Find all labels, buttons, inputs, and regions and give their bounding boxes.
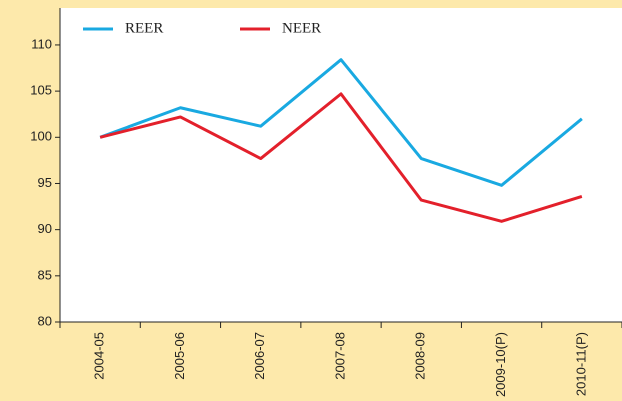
y-tick-label: 90 bbox=[38, 221, 52, 236]
x-tick-label: 2006-07 bbox=[252, 332, 267, 380]
y-tick-label: 110 bbox=[31, 36, 52, 51]
legend-label: NEER bbox=[282, 20, 321, 36]
plot-area bbox=[60, 8, 622, 322]
y-tick-label: 105 bbox=[30, 83, 52, 98]
y-tick-label: 95 bbox=[38, 175, 52, 190]
x-tick-label: 2008-09 bbox=[413, 332, 428, 380]
legend-label: REER bbox=[125, 20, 163, 36]
series-line bbox=[99, 58, 583, 187]
y-tick-label: 100 bbox=[30, 129, 52, 144]
y-tick-label: 80 bbox=[38, 313, 52, 328]
x-tick-label: 2005-06 bbox=[172, 332, 187, 380]
x-tick-label: 2007-08 bbox=[332, 332, 347, 380]
x-tick-label: 2009-10(P) bbox=[493, 332, 508, 397]
x-tick-label: 2004-05 bbox=[92, 332, 107, 380]
y-tick-label: 85 bbox=[38, 267, 52, 282]
x-tick-label: 2010-11(P) bbox=[573, 332, 588, 396]
series-line bbox=[99, 92, 583, 223]
